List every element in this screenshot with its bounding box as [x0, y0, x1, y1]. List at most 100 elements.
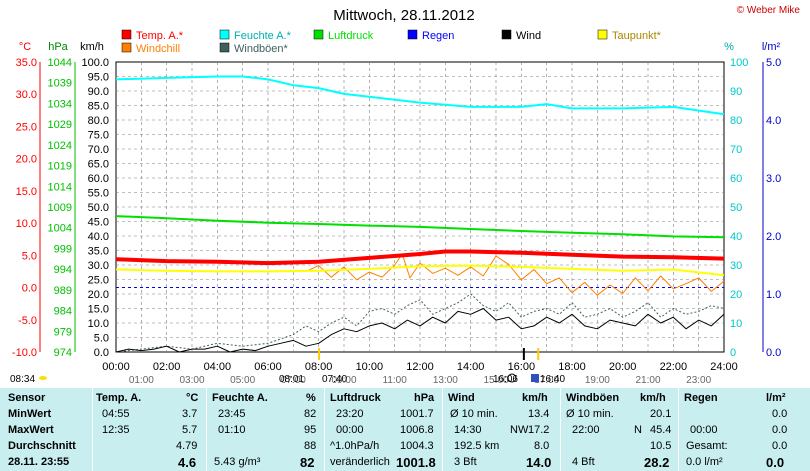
moon-icon	[507, 373, 517, 383]
x-minor-tick: 17:00	[534, 375, 559, 386]
gust-r1-label: Ø 10 min.	[566, 408, 614, 420]
temp-axis-tick: 15.0	[16, 186, 37, 198]
rain-axis-tick: 4.0	[766, 115, 781, 127]
humidity-axis-tick: 100	[730, 57, 748, 69]
temp-header: Temp. A.	[96, 392, 142, 404]
wind-r2-dir: NW	[510, 424, 529, 436]
label-sensor: Sensor	[8, 392, 46, 404]
pressure-axis-tick: 1039	[48, 78, 72, 90]
time-marker-label: 07:40	[322, 374, 347, 385]
grid	[116, 62, 724, 352]
press-state: veränderlich	[330, 456, 390, 468]
press-trend-label: ^1.0hPa/h	[330, 440, 380, 452]
x-minor-tick: 11:00	[383, 375, 408, 386]
x-tick: 12:00	[406, 361, 434, 373]
series-temp-a	[115, 249, 725, 266]
weather-chart: Mittwoch, 28.11.2012 © Weber Mike Temp. …	[10, 5, 800, 386]
wind-axis-tick: 15.0	[88, 304, 109, 316]
rain-axis-tick: 2.0	[766, 231, 781, 243]
rain-header: Regen	[684, 392, 718, 404]
wind-r3-value: 8.0	[534, 440, 550, 452]
x-minor-tick: 03:00	[179, 375, 204, 386]
temp-max: 5.7	[182, 424, 198, 436]
humidity-axis-tick: 30	[730, 260, 742, 272]
pressure-axis-tick: 1009	[48, 202, 72, 214]
wind-axis-tick: 45.0	[88, 217, 109, 229]
temp-avg: 4.79	[176, 440, 198, 452]
x-tick: 16:00	[508, 361, 536, 373]
wind-r1-label: Ø 10 min.	[450, 408, 498, 420]
legend-rain-swatch	[407, 29, 418, 40]
pressure-axis-tick: 1024	[48, 140, 72, 152]
rain-unit: l/m²	[762, 41, 781, 53]
wind-axis-tick: 30.0	[88, 260, 109, 272]
humidity-axis-tick: 70	[730, 144, 742, 156]
x-minor-tick: 13:00	[433, 375, 458, 386]
pressure-axis-tick: 989	[54, 285, 72, 297]
temp-axis-tick: 5.0	[22, 250, 37, 262]
x-minor-tick: 23:00	[686, 375, 711, 386]
wind-r2-label: 14:30	[454, 424, 482, 436]
press-min: 1001.7	[400, 408, 434, 420]
series-windb-en	[115, 293, 725, 353]
time-marker-label: 16:40	[540, 374, 565, 385]
temp-axis-tick: 30.0	[16, 89, 37, 101]
legend-humidity-swatch	[219, 29, 230, 40]
wind-axis-tick: 80.0	[88, 115, 109, 127]
temp-min-time: 04:55	[102, 408, 130, 420]
time-marker-label: 16:06	[493, 374, 518, 385]
rain-r3-label: Gesamt:	[686, 440, 728, 452]
hum-header: Feuchte A.	[212, 392, 268, 404]
pressure-axis-tick: 1014	[48, 181, 72, 193]
wind-r2-value: 17.2	[528, 424, 550, 436]
temp-axis-tick: -10.0	[12, 347, 37, 359]
legend: Temp. A.* Feuchte A.* Luftdruck Regen Wind Ta…	[121, 29, 662, 55]
rain-axis-tick: 3.0	[766, 173, 781, 185]
legend-temp-label: Temp. A.*	[136, 30, 184, 42]
humidity-axis-tick: 0	[730, 347, 736, 359]
gust-r2-value: 45.4	[650, 424, 672, 436]
wind-axis-tick: 100.0	[81, 57, 109, 69]
rain-r2-value: 0.0	[772, 424, 788, 436]
wind-header-unit: km/h	[522, 392, 548, 404]
humidity-unit: %	[724, 41, 734, 53]
gust-r2-label: 22:00	[572, 424, 600, 436]
x-minor-tick: 01:00	[129, 375, 154, 386]
x-tick: 10:00	[356, 361, 384, 373]
rain-r3-value: 0.0	[772, 440, 788, 452]
pressure-axis-tick: 984	[54, 306, 72, 318]
x-tick: 24:00	[710, 361, 738, 373]
wind-current: 14.0	[526, 455, 552, 470]
gust-r1-value: 20.1	[650, 408, 672, 420]
wind-axis-tick: 40.0	[88, 231, 109, 243]
wind-unit: km/h	[80, 41, 104, 53]
pressure-axis-tick: 979	[54, 326, 72, 338]
legend-pressure-label: Luftdruck	[328, 30, 374, 42]
temp-axis-tick: 35.0	[16, 57, 37, 69]
wind-axis-tick: 25.0	[88, 275, 109, 287]
pressure-axis-tick: 1044	[48, 57, 72, 69]
rain-r1-value: 0.0	[772, 408, 788, 420]
hum-abs: 5.43 g/m³	[214, 456, 261, 468]
pressure-axis-tick: 994	[54, 264, 72, 276]
wind-axis-tick: 10.0	[88, 318, 109, 330]
x-tick: 06:00	[254, 361, 282, 373]
legend-windchill-swatch	[121, 42, 132, 53]
x-tick: 04:00	[204, 361, 232, 373]
press-header: Luftdruck	[330, 392, 381, 404]
hum-avg: 88	[304, 440, 317, 452]
rain-r2-label: 00:00	[690, 424, 718, 436]
temp-unit: °C	[19, 41, 31, 53]
pressure-axis-tick: 974	[54, 347, 72, 359]
series-luftdruck	[115, 215, 725, 239]
x-tick: 20:00	[609, 361, 637, 373]
wind-header: Wind	[448, 392, 475, 404]
humidity-axis-tick: 10	[730, 318, 742, 330]
time-marker-label: 08:34	[10, 374, 35, 385]
temp-min: 3.7	[182, 408, 198, 420]
legend-gust-swatch	[219, 42, 230, 53]
x-minor-tick: 09:00	[331, 375, 356, 386]
rain-header-unit: l/m²	[766, 392, 786, 404]
gust-header-unit: km/h	[640, 392, 666, 404]
legend-humidity-label: Feuchte A.*	[234, 30, 292, 42]
